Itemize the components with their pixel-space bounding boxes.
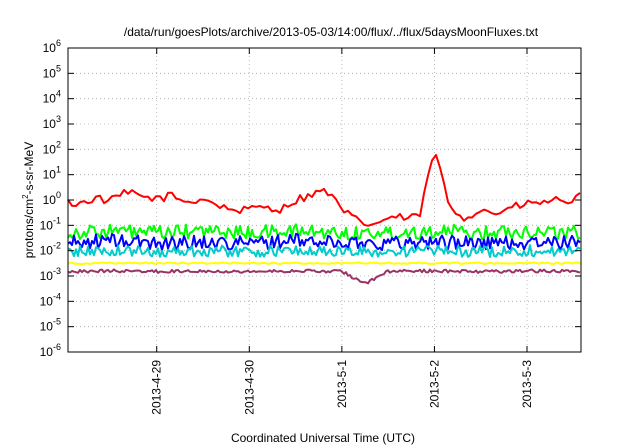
y-tick-exponent: -2 <box>53 241 61 251</box>
x-tick-label: 2013-5-3 <box>520 360 534 408</box>
grid <box>68 48 581 352</box>
y-tick-base: 10 <box>43 41 57 55</box>
y-tick-base: 10 <box>43 168 57 182</box>
y-tick-exponent: 6 <box>56 38 61 48</box>
x-tick-label: 2013-5-1 <box>335 360 349 408</box>
y-tick-labels: 10-610-510-410-310-210-11001011021031041… <box>40 38 61 359</box>
x-tick-label: 2013-4-29 <box>150 360 164 415</box>
y-tick-base: 10 <box>43 66 57 80</box>
y-tick-base: 10 <box>40 244 54 258</box>
y-tick-label: 10-5 <box>40 317 61 334</box>
series-line <box>67 232 581 252</box>
axes-ticks <box>68 47 581 353</box>
y-axis-label: protons/cm2-s-sr-MeV <box>21 142 36 258</box>
y-tick-exponent: -3 <box>53 266 61 276</box>
y-axis-label-pre: protons/cm <box>22 199 36 258</box>
y-tick-label: 10-2 <box>40 241 61 258</box>
y-tick-base: 10 <box>43 117 57 131</box>
y-tick-label: 105 <box>43 63 61 80</box>
y-tick-exponent: 1 <box>56 165 61 175</box>
x-tick-label: 2013-5-2 <box>427 360 441 408</box>
series-line <box>67 153 581 227</box>
y-tick-label: 10-6 <box>40 342 61 359</box>
series-group <box>67 153 582 285</box>
y-axis-label-post: -s-sr-MeV <box>22 142 36 195</box>
y-tick-label: 10-1 <box>40 215 61 232</box>
y-tick-base: 10 <box>40 269 54 283</box>
series-line <box>67 261 582 265</box>
y-tick-label: 106 <box>43 38 61 55</box>
y-tick-exponent: -6 <box>53 342 61 352</box>
series-line <box>67 268 581 285</box>
y-tick-label: 102 <box>43 139 61 156</box>
y-tick-exponent: 4 <box>56 89 61 99</box>
chart-title: /data/run/goesPlots/archive/2013-05-03/1… <box>124 25 539 39</box>
y-tick-base: 10 <box>40 320 54 334</box>
y-tick-label: 104 <box>43 89 61 106</box>
y-tick-label: 101 <box>43 165 61 182</box>
x-axis-label: Coordinated Universal Time (UTC) <box>231 431 415 445</box>
x-tick-labels: 2013-4-29 2013-4-30 2013-5-1 2013-5-2 2013-5… <box>150 360 534 415</box>
y-tick-base: 10 <box>43 193 57 207</box>
y-tick-label: 10-3 <box>40 266 61 283</box>
x-tick-label: 2013-4-30 <box>242 360 256 415</box>
y-tick-exponent: 0 <box>56 190 61 200</box>
series-line <box>67 244 581 258</box>
y-tick-exponent: -5 <box>53 317 61 327</box>
series-line <box>67 223 581 241</box>
y-axis-label-sup: 2 <box>21 194 30 199</box>
y-tick-base: 10 <box>43 92 57 106</box>
y-tick-base: 10 <box>40 294 54 308</box>
y-tick-label: 100 <box>43 190 61 207</box>
y-tick-exponent: 5 <box>56 63 61 73</box>
y-tick-base: 10 <box>40 218 54 232</box>
y-tick-label: 103 <box>43 114 61 131</box>
y-tick-exponent: -4 <box>53 291 61 301</box>
y-tick-exponent: 2 <box>56 139 61 149</box>
y-tick-base: 10 <box>40 345 54 359</box>
y-tick-base: 10 <box>43 142 57 156</box>
y-tick-exponent: 3 <box>56 114 61 124</box>
y-tick-label: 10-4 <box>40 291 61 308</box>
y-tick-exponent: -1 <box>53 215 61 225</box>
